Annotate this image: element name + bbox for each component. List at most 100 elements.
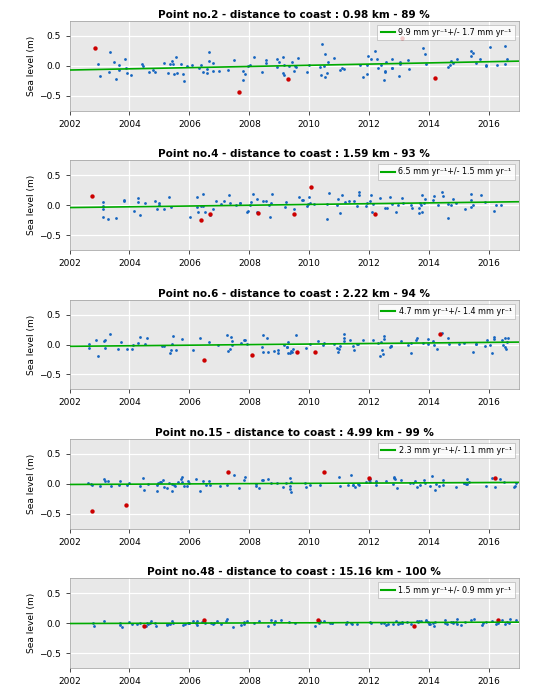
Point [498,335,506,346]
Point [320,60,328,71]
Point [305,191,314,203]
Point [215,65,224,77]
Title: Point no.15 - distance to coast : 4.99 km - 99 %: Point no.15 - distance to coast : 4.99 k… [155,428,434,438]
Point [155,199,163,210]
Point [266,211,274,222]
Point [223,614,231,625]
Point [492,200,500,211]
Point [179,619,187,631]
Point [106,480,115,491]
Point [237,337,246,348]
Point [182,61,191,72]
Point [396,617,404,628]
Point [165,477,173,489]
Point [415,615,424,626]
Point [387,63,396,74]
Point [321,71,330,82]
Point [144,478,152,489]
Point [255,615,263,626]
Point [432,479,441,490]
Point [205,47,213,58]
Point [185,617,193,628]
Point [377,344,386,355]
Point [317,38,326,49]
Point [205,56,213,67]
Point [101,475,110,487]
Point [274,347,282,358]
Point [257,475,266,486]
Point [364,474,373,485]
Point [166,202,175,213]
Point [407,618,416,629]
Point [240,616,249,627]
Point [430,340,438,351]
Point [421,193,430,205]
Point [263,333,272,344]
Point [244,61,253,72]
Point [341,618,350,629]
Point [165,191,173,203]
Point [179,68,187,79]
Point [234,86,243,97]
Point [340,63,348,74]
Point [316,480,325,491]
Point [255,482,263,493]
Point [454,338,463,349]
Point [392,615,400,626]
Point [446,200,455,211]
Point [223,65,232,76]
Point [166,344,175,355]
Point [423,616,432,627]
Point [303,66,311,77]
Point [193,620,201,631]
Point [217,619,225,630]
Point [467,189,475,200]
Y-axis label: Sea level (m): Sea level (m) [27,454,36,514]
Point [240,619,249,630]
Title: Point no.4 - distance to coast : 1.59 km - 93 %: Point no.4 - distance to coast : 1.59 km… [158,150,430,159]
Point [217,198,225,209]
Point [438,187,447,198]
Point [418,189,426,200]
Point [124,617,133,628]
Point [314,336,322,347]
Point [259,195,268,206]
Point [258,347,267,358]
Point [261,55,270,66]
Point [415,207,423,219]
Point [288,347,296,358]
Point [488,473,496,484]
Point [167,485,176,496]
Point [353,201,361,212]
Point [164,619,172,630]
Point [501,619,509,630]
Point [408,203,417,214]
Point [505,618,514,629]
Point [119,195,128,206]
Y-axis label: Sea level (m): Sea level (m) [27,593,36,654]
Point [173,477,182,488]
Point [123,68,132,79]
Point [135,209,144,220]
Point [347,469,355,480]
Point [289,343,297,354]
Point [188,60,196,71]
Point [136,617,144,628]
Point [431,617,439,628]
Point [169,617,177,628]
Point [213,340,222,351]
Point [449,616,457,627]
Point [379,348,387,359]
Point [228,621,237,632]
Point [463,473,471,484]
Point [389,478,398,489]
Point [469,47,477,58]
Point [372,475,380,487]
Point [172,52,180,63]
Point [374,63,383,74]
Point [460,477,468,489]
Point [420,475,429,486]
Point [91,334,100,345]
Point [198,617,207,628]
Point [177,59,186,70]
